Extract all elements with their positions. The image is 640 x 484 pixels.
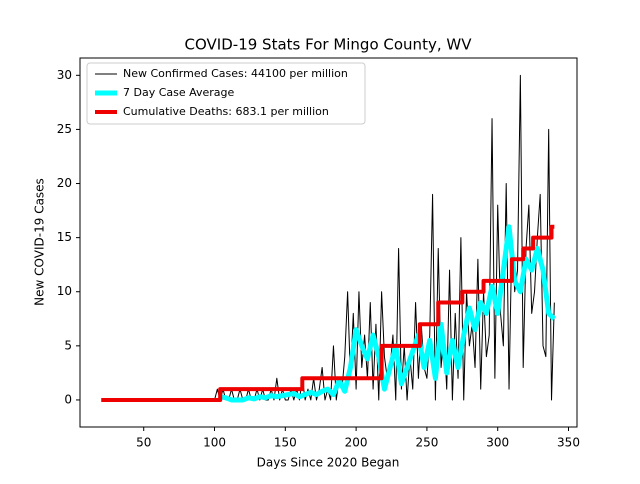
legend-label: 7 Day Case Average <box>123 86 235 99</box>
x-tick-label: 50 <box>136 436 151 450</box>
legend-label: New Confirmed Cases: 44100 per million <box>123 67 348 80</box>
series-line <box>219 224 557 403</box>
y-tick-label: 15 <box>57 230 72 244</box>
series-line <box>101 224 555 402</box>
chart-title: COVID-19 Stats For Mingo County, WV <box>185 36 473 54</box>
legend-label: Cumulative Deaths: 683.1 per million <box>123 105 329 118</box>
y-tick-label: 5 <box>64 338 72 352</box>
x-axis-label: Days Since 2020 Began <box>257 456 400 470</box>
x-tick-label: 150 <box>274 436 297 450</box>
x-tick-label: 100 <box>203 436 226 450</box>
x-tick-label: 200 <box>345 436 368 450</box>
y-tick-label: 0 <box>64 392 72 406</box>
plot-frame <box>79 57 578 428</box>
x-tick-label: 300 <box>486 436 509 450</box>
y-tick-label: 30 <box>57 68 72 82</box>
y-tick-label: 10 <box>57 284 72 298</box>
legend-box <box>86 62 366 125</box>
y-axis-label: New COVID-19 Cases <box>33 178 47 306</box>
x-tick-label: 250 <box>415 436 438 450</box>
y-tick-label: 20 <box>57 176 72 190</box>
y-tick-label: 25 <box>57 122 72 136</box>
x-tick-label: 350 <box>557 436 580 450</box>
